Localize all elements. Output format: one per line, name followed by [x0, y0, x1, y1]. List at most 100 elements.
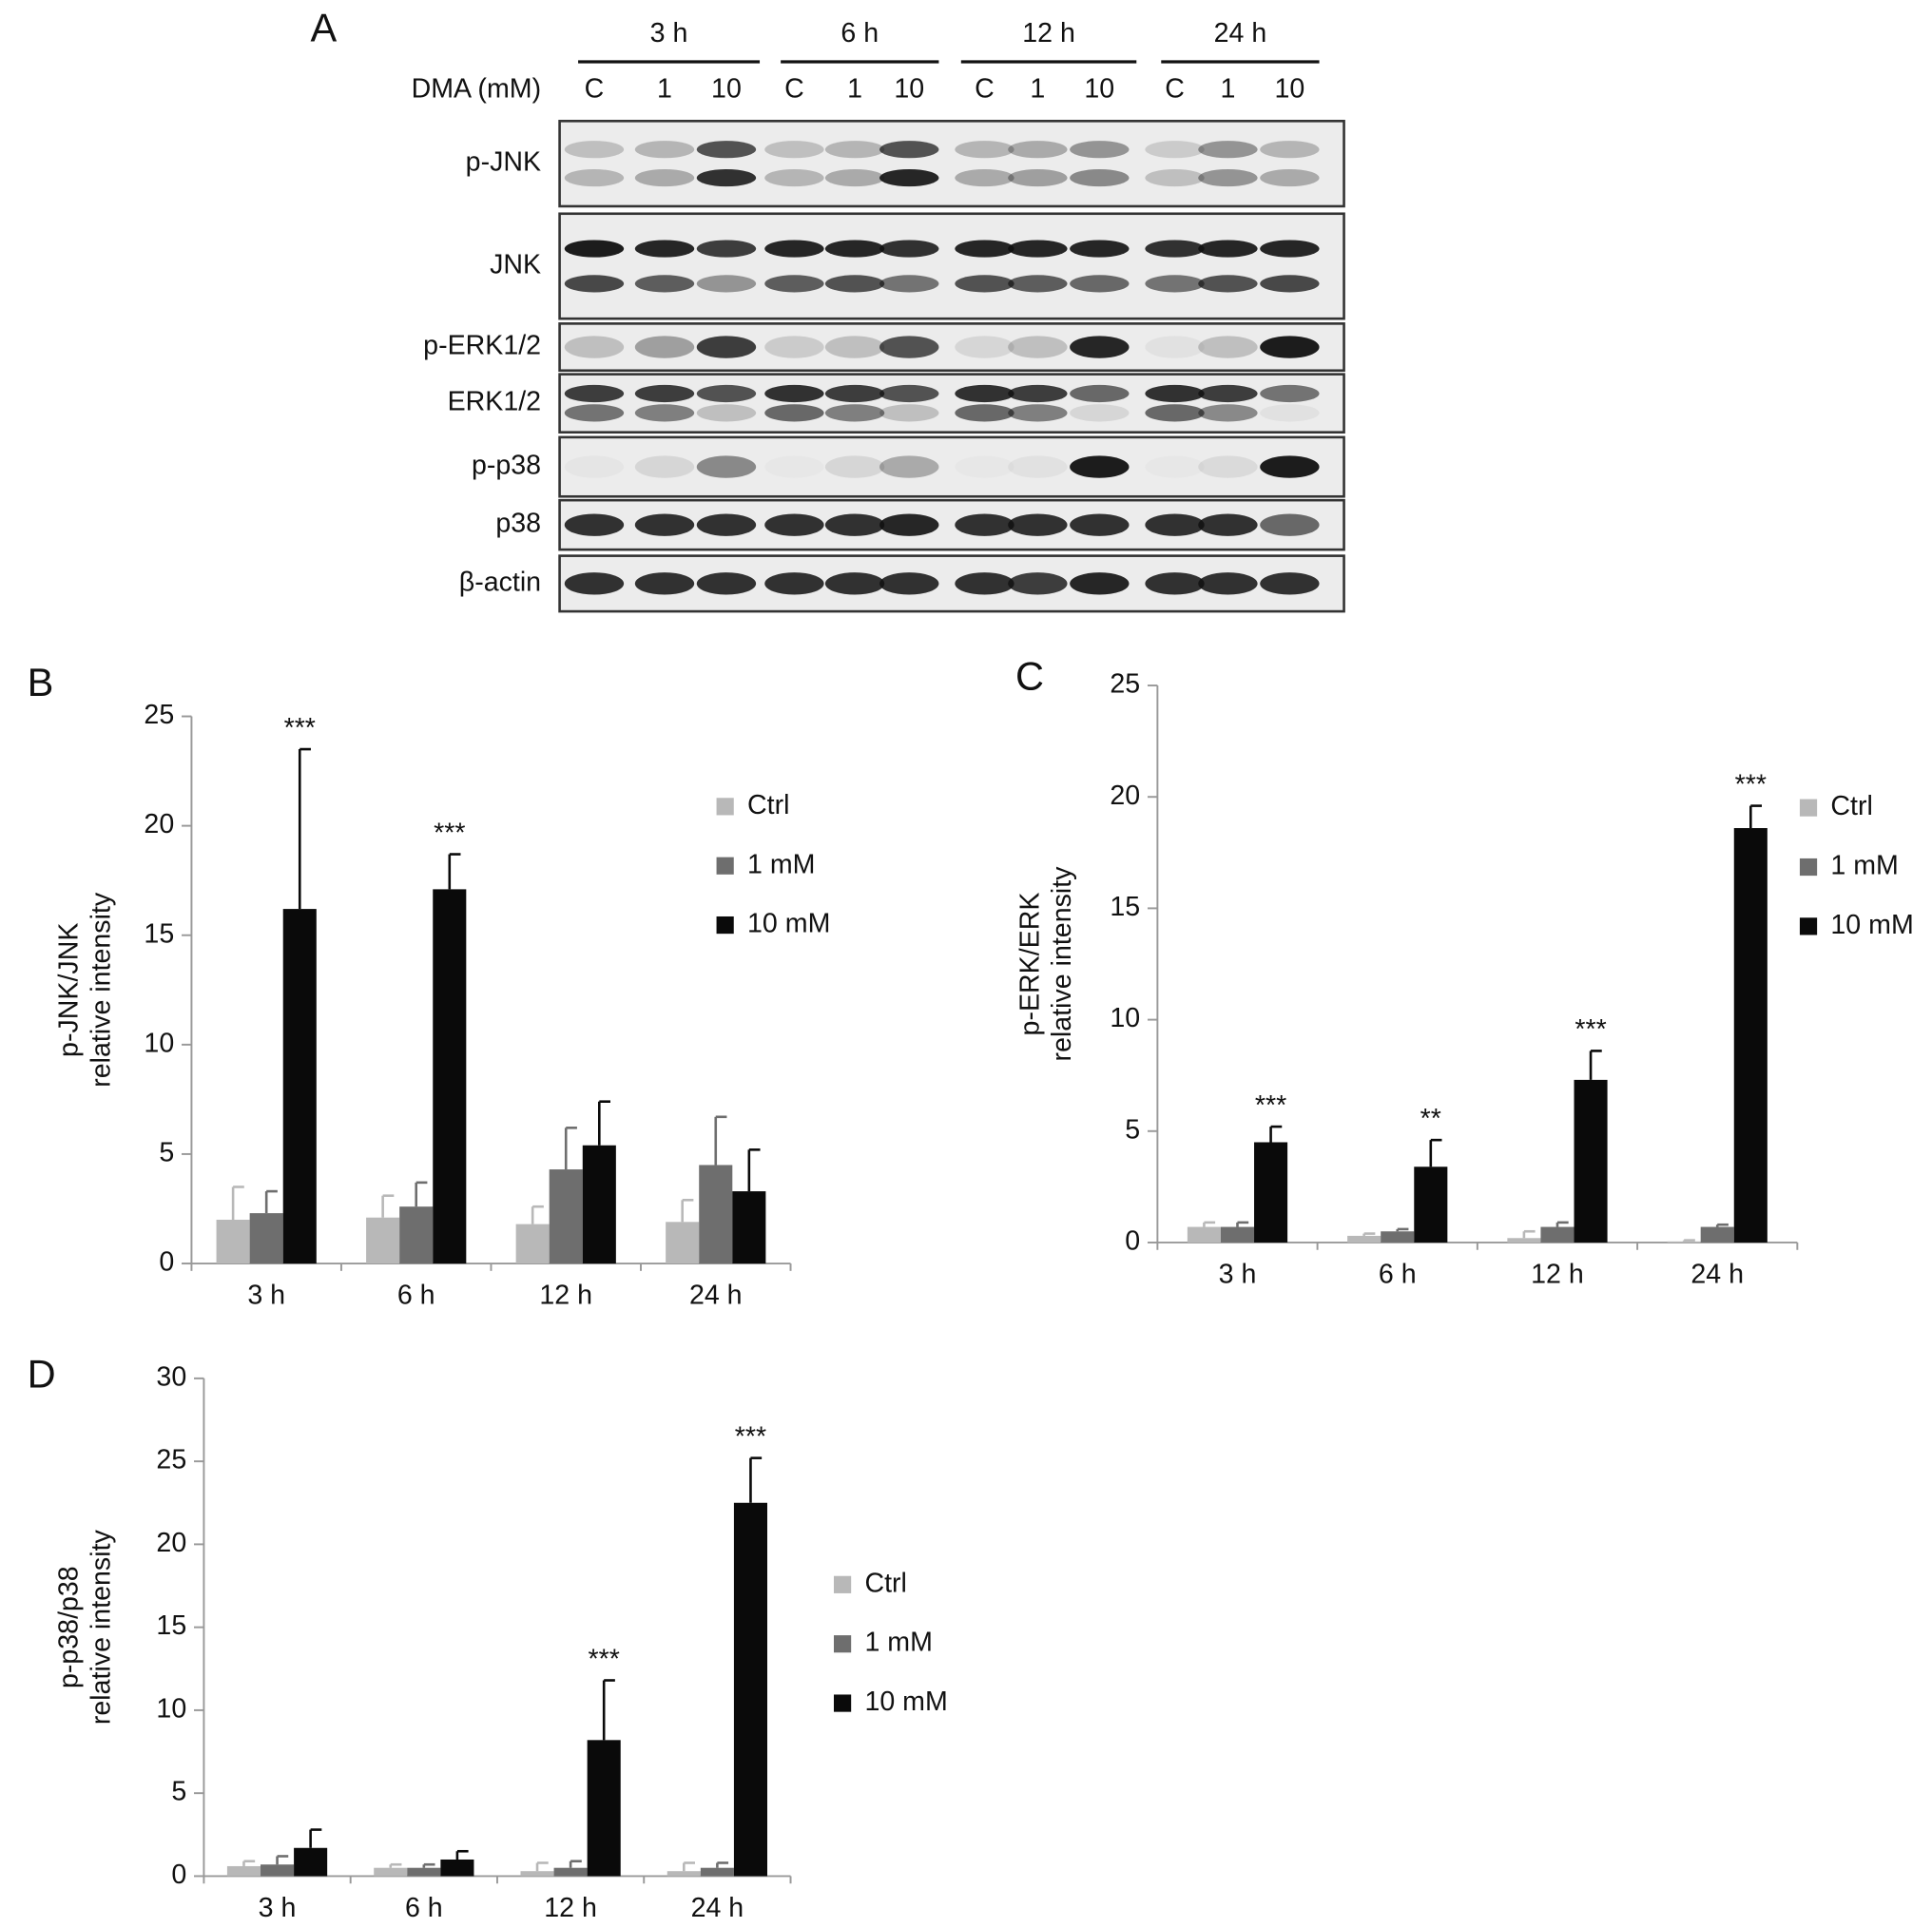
- y-tick-label: 0: [1125, 1226, 1140, 1257]
- legend-swatch: [833, 1635, 852, 1653]
- blot-band: [1198, 404, 1258, 422]
- blot-band: [879, 384, 939, 403]
- blot-band: [634, 168, 695, 187]
- blot-band: [1260, 404, 1320, 422]
- blot-band: [824, 141, 885, 159]
- blot-band: [696, 513, 757, 536]
- blot-band: [1008, 168, 1068, 187]
- legend-label: 1 mM: [747, 849, 815, 879]
- blot-band: [764, 404, 824, 422]
- panel-label: B: [28, 660, 54, 704]
- bar: [261, 1864, 295, 1877]
- bar: [1414, 1166, 1448, 1243]
- blot-band: [1070, 572, 1130, 595]
- significance-label: ***: [588, 1644, 619, 1674]
- treatment-label: DMA (mM): [412, 73, 542, 104]
- legend-label: Ctrl: [1830, 791, 1872, 821]
- x-tick-label: 24 h: [691, 1893, 744, 1923]
- blot-band: [879, 572, 939, 595]
- lane-label: 10: [711, 73, 742, 104]
- blot-band: [565, 455, 624, 477]
- blot-band: [1008, 336, 1068, 358]
- y-tick-label: 5: [171, 1777, 186, 1807]
- lane-label: C: [784, 73, 804, 104]
- blot-band: [1260, 168, 1320, 187]
- lane-label: 10: [894, 73, 924, 104]
- legend-label: 1 mM: [1830, 851, 1898, 881]
- legend-swatch: [716, 798, 734, 816]
- blot-band: [1145, 572, 1205, 595]
- blot-band: [564, 336, 625, 358]
- y-axis-label-line: relative intensity: [86, 892, 116, 1088]
- blot-band: [1070, 455, 1130, 478]
- blot-band: [764, 141, 824, 159]
- panel-label: A: [311, 5, 338, 49]
- bar: [366, 1217, 400, 1264]
- y-axis-label: p-ERK/ERK relative intensity: [1014, 866, 1077, 1062]
- blot-band: [1145, 141, 1205, 159]
- time-label: 24 h: [1214, 18, 1267, 48]
- y-tick-label: 10: [144, 1028, 174, 1058]
- x-tick-label: 3 h: [1219, 1260, 1257, 1290]
- legend-swatch: [716, 916, 734, 935]
- legend-label: 1 mM: [864, 1628, 932, 1658]
- y-axis-label-line: relative intensity: [1047, 866, 1077, 1062]
- blot-band: [564, 168, 625, 187]
- blot-band: [1070, 404, 1130, 422]
- blot-band: [824, 336, 885, 358]
- blot-band: [1198, 513, 1258, 536]
- bar: [440, 1859, 474, 1877]
- lane-label: C: [975, 73, 995, 104]
- blot-band: [1070, 141, 1130, 159]
- blot-band: [1008, 572, 1068, 595]
- blot-band: [696, 336, 757, 358]
- blot-band: [1260, 141, 1320, 159]
- significance-label: ***: [1575, 1014, 1606, 1045]
- blot-band: [696, 275, 757, 293]
- blot-band: [1070, 336, 1130, 358]
- legend-swatch: [833, 1694, 852, 1712]
- x-tick-label: 3 h: [247, 1281, 285, 1311]
- blot-band: [1008, 455, 1068, 478]
- blot-band: [824, 404, 885, 422]
- bar: [374, 1867, 408, 1877]
- x-tick-label: 6 h: [405, 1893, 443, 1923]
- legend-label: 10 mM: [864, 1687, 947, 1717]
- blot-band: [634, 240, 695, 258]
- blot-band: [824, 513, 885, 536]
- blot-band: [955, 455, 1014, 477]
- blot-strip: [558, 212, 1345, 320]
- blot-band: [1260, 572, 1320, 595]
- y-tick-label: 15: [1110, 892, 1140, 922]
- blot-band: [955, 404, 1014, 422]
- bar: [1254, 1142, 1288, 1243]
- y-tick-label: 30: [156, 1361, 186, 1392]
- y-axis-label-line: relative intensity: [86, 1529, 116, 1725]
- bar: [667, 1871, 701, 1877]
- blot-band: [879, 336, 939, 358]
- bar: [433, 889, 467, 1264]
- y-tick-label: 20: [156, 1528, 186, 1558]
- blot-band: [1260, 384, 1320, 403]
- legend-swatch: [833, 1575, 852, 1593]
- blot-band: [1008, 141, 1068, 159]
- blot-band: [879, 275, 939, 293]
- bar: [216, 1220, 250, 1264]
- blot-band: [1008, 384, 1068, 403]
- blot-band: [634, 513, 695, 536]
- blot-band: [1070, 384, 1130, 403]
- blot-band: [564, 240, 625, 258]
- blot-band: [824, 455, 885, 478]
- blot-band: [1145, 384, 1205, 403]
- blot-band: [764, 275, 824, 293]
- bar: [249, 1213, 283, 1264]
- blot-strip: [558, 373, 1345, 434]
- blot-band: [634, 384, 695, 403]
- bar: [1187, 1226, 1221, 1243]
- blot-band: [764, 384, 824, 403]
- row-label: JNK: [490, 250, 541, 280]
- blot-band: [634, 572, 695, 595]
- blot-band: [1008, 275, 1068, 293]
- blot-band: [634, 141, 695, 159]
